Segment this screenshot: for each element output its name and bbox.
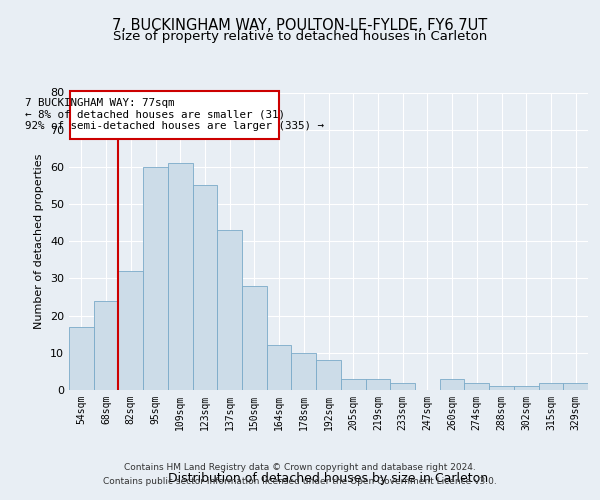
Bar: [440, 379, 464, 390]
Bar: [316, 360, 341, 390]
Bar: [292, 353, 316, 390]
Text: 7 BUCKINGHAM WAY: 77sqm
← 8% of detached houses are smaller (31)
92% of semi-det: 7 BUCKINGHAM WAY: 77sqm ← 8% of detached…: [25, 98, 324, 132]
Bar: [118, 271, 143, 390]
Y-axis label: Number of detached properties: Number of detached properties: [34, 154, 44, 329]
Bar: [242, 286, 267, 390]
Bar: [168, 163, 193, 390]
Bar: [539, 382, 563, 390]
Bar: [143, 167, 168, 390]
Bar: [390, 382, 415, 390]
Bar: [365, 379, 390, 390]
Text: Contains HM Land Registry data © Crown copyright and database right 2024.: Contains HM Land Registry data © Crown c…: [124, 464, 476, 472]
Bar: [193, 186, 217, 390]
Bar: [464, 382, 489, 390]
Bar: [217, 230, 242, 390]
Text: Size of property relative to detached houses in Carleton: Size of property relative to detached ho…: [113, 30, 487, 43]
Text: Contains public sector information licensed under the Open Government Licence v3: Contains public sector information licen…: [103, 477, 497, 486]
Bar: [69, 327, 94, 390]
Bar: [341, 379, 365, 390]
Bar: [489, 386, 514, 390]
X-axis label: Distribution of detached houses by size in Carleton: Distribution of detached houses by size …: [169, 472, 488, 485]
Bar: [514, 386, 539, 390]
Bar: [267, 346, 292, 390]
Bar: [94, 300, 118, 390]
Text: 7, BUCKINGHAM WAY, POULTON-LE-FYLDE, FY6 7UT: 7, BUCKINGHAM WAY, POULTON-LE-FYLDE, FY6…: [112, 18, 488, 32]
Bar: [563, 382, 588, 390]
